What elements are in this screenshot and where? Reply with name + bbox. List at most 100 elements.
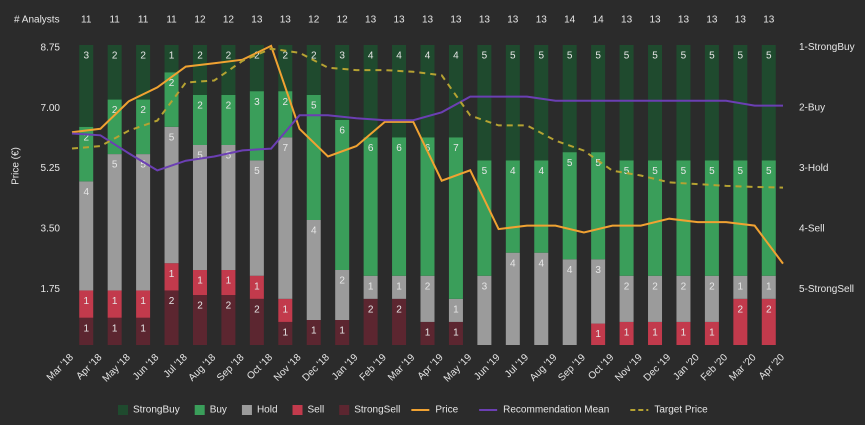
segment-label: 1 <box>339 326 345 337</box>
analyst-count: 13 <box>536 15 548 26</box>
segment-label: 2 <box>226 51 232 62</box>
segment-label: 6 <box>425 143 431 154</box>
bar-segment <box>591 152 606 260</box>
bar-segment <box>335 120 350 270</box>
segment-label: 2 <box>197 301 203 312</box>
segment-label: 5 <box>112 160 118 171</box>
legend-swatch <box>194 405 205 415</box>
bar-segment <box>420 45 435 138</box>
bar-segment <box>591 45 606 153</box>
legend-label: Hold <box>257 405 278 416</box>
segment-label: 1 <box>766 281 772 292</box>
segment-label: 4 <box>453 51 459 62</box>
segment-label: 1 <box>396 281 402 292</box>
bar-segment <box>619 160 634 276</box>
bar-segment <box>306 95 321 220</box>
bar-segment <box>505 160 520 253</box>
segment-label: 5 <box>595 158 601 169</box>
legend-label: Price <box>435 405 458 416</box>
bar-segment <box>733 298 748 345</box>
bar-segment <box>534 252 549 345</box>
legend-label: Target Price <box>654 405 708 416</box>
bar-segment <box>676 160 691 276</box>
segment-label: 2 <box>311 51 317 62</box>
bar-segment <box>648 275 663 322</box>
segment-label: 2 <box>283 97 289 108</box>
legend-label: StrongSell <box>354 405 400 416</box>
legend-label: Recommendation Mean <box>503 405 609 416</box>
analyst-count: 14 <box>564 15 576 26</box>
segment-label: 1 <box>112 323 118 334</box>
segment-label: 2 <box>339 276 345 287</box>
bar-segment <box>278 91 293 138</box>
bar-segment <box>676 321 691 345</box>
segment-label: 2 <box>140 105 146 116</box>
segment-label: 2 <box>83 132 89 143</box>
segment-label: 3 <box>83 51 89 62</box>
segment-label: 2 <box>425 281 431 292</box>
bar-segment <box>249 160 264 276</box>
bar-segment <box>648 160 663 276</box>
bar-segment <box>534 160 549 253</box>
segment-label: 4 <box>311 226 317 237</box>
legend-swatch <box>339 405 350 415</box>
bar-segment <box>107 154 122 291</box>
segment-label: 2 <box>709 281 715 292</box>
segment-label: 5 <box>567 158 573 169</box>
bar-segment <box>477 160 492 276</box>
bar-segment <box>278 137 293 299</box>
bar-segment <box>136 290 151 318</box>
segment-label: 2 <box>226 301 232 312</box>
bar-segment <box>619 45 634 161</box>
segment-label: 1 <box>140 323 146 334</box>
segment-label: 4 <box>396 51 402 62</box>
segment-label: 5 <box>510 51 516 62</box>
bar-segment <box>335 320 350 345</box>
bar-segment <box>164 263 179 291</box>
segment-label: 2 <box>169 296 175 307</box>
bar-segment <box>192 295 207 345</box>
bar-segment <box>704 160 719 276</box>
segment-label: 2 <box>112 105 118 116</box>
bar-segment <box>392 275 407 299</box>
segment-label: 1 <box>254 281 260 292</box>
analyst-count: 13 <box>280 15 292 26</box>
segment-label: 1 <box>368 281 374 292</box>
bar-segment <box>392 137 407 276</box>
bar-segment <box>363 298 378 345</box>
bar-segment <box>562 259 577 345</box>
segment-label: 5 <box>197 151 203 162</box>
segment-label: 6 <box>396 143 402 154</box>
segment-label: 2 <box>140 51 146 62</box>
bar-segment <box>505 252 520 345</box>
segment-label: 5 <box>766 166 772 177</box>
bar-segment <box>249 91 264 161</box>
bar-segment <box>477 275 492 345</box>
bar-segment <box>505 45 520 161</box>
bar-segment <box>107 99 122 155</box>
bar-segment <box>164 126 179 264</box>
bar-segment <box>420 137 435 276</box>
segment-label: 5 <box>254 166 260 177</box>
bar-segment <box>676 275 691 322</box>
bar-segment <box>448 137 463 299</box>
segment-label: 3 <box>339 51 345 62</box>
bar-segment <box>79 317 94 345</box>
segment-label: 1 <box>453 304 459 315</box>
segment-label: 3 <box>254 97 260 108</box>
segment-label: 3 <box>595 265 601 276</box>
bar-segment <box>562 152 577 260</box>
segment-label: 1 <box>709 328 715 339</box>
analyst-count: 11 <box>138 15 149 26</box>
segment-label: 2 <box>368 304 374 315</box>
bar-segment <box>136 99 151 155</box>
segment-label: 6 <box>339 126 345 137</box>
segment-label: 4 <box>538 258 544 269</box>
segment-label: 5 <box>738 166 744 177</box>
bar-segment <box>534 45 549 161</box>
bar-segment <box>733 160 748 276</box>
segment-label: 5 <box>624 51 630 62</box>
bar-segment <box>221 45 236 95</box>
legend-swatch <box>241 405 252 415</box>
segment-label: 5 <box>766 51 772 62</box>
